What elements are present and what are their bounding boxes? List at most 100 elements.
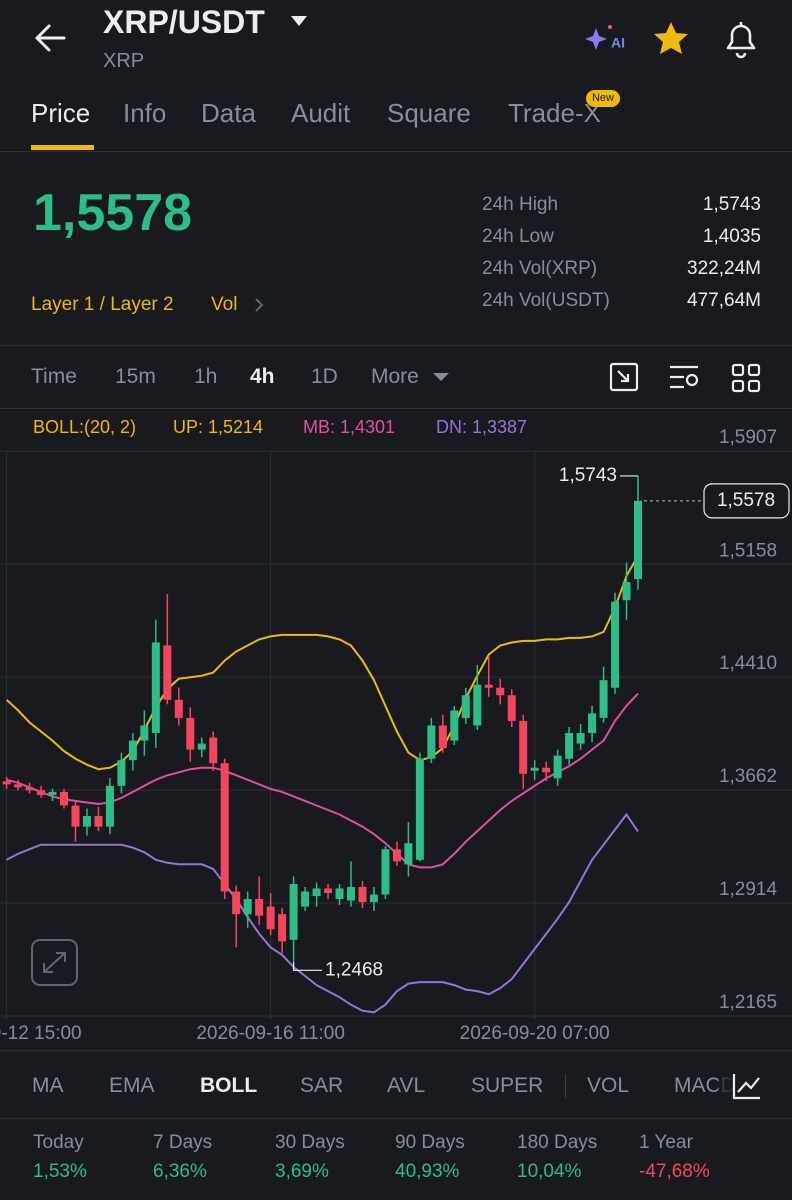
indicator[interactable]: MA: [32, 1074, 64, 1097]
timeframe[interactable]: 1D: [311, 365, 338, 388]
y-tick-label: 1,4410: [719, 653, 777, 674]
timeframe[interactable]: 1h: [194, 365, 218, 388]
indicator[interactable]: SAR: [300, 1074, 344, 1097]
ai-button[interactable]: AI: [585, 25, 625, 51]
svg-text:AI: AI: [611, 35, 625, 51]
candle-body: [105, 785, 114, 827]
legend-entry: MB: 1,4301: [303, 417, 395, 437]
layout-grid[interactable]: [731, 363, 761, 393]
indicator[interactable]: AVL: [387, 1074, 426, 1097]
grid: [0, 450, 792, 1020]
candle-body: [243, 899, 252, 915]
candle-body: [140, 725, 149, 741]
stat-value: 322,24M: [687, 258, 761, 279]
expand-button[interactable]: [31, 939, 78, 986]
timeframe[interactable]: Time: [31, 365, 77, 388]
last-price-box: [703, 483, 790, 519]
x-tick-label: 2026-09-16 11:00: [196, 1023, 345, 1044]
candles: [2, 475, 642, 971]
perf-period: 1 Year: [639, 1132, 693, 1153]
candle-body: [266, 906, 275, 930]
timeframe[interactable]: More: [371, 365, 419, 388]
candle-body: [94, 816, 103, 827]
stat-value: 1,5743: [702, 194, 761, 215]
legend-entry: DN: 1,3387: [436, 417, 527, 437]
perf-value: 10,04%: [517, 1161, 582, 1182]
perf-value: 40,93%: [395, 1161, 460, 1182]
candle-body: [622, 582, 631, 601]
boll-line: [5, 555, 639, 771]
divider: [0, 408, 792, 409]
y-tick-label: 1,2165: [719, 992, 777, 1013]
candle-body: [565, 733, 574, 759]
candle-body: [14, 784, 23, 788]
last-price-label: 1,5578: [717, 490, 775, 511]
x-tick-label: 2026-09-12 15:00: [0, 1023, 82, 1044]
perf-value: 1,53%: [33, 1161, 87, 1182]
notification-bell[interactable]: [726, 22, 756, 59]
candle-body: [324, 888, 333, 894]
candle-body: [588, 713, 597, 734]
more-caret[interactable]: [433, 373, 449, 381]
chart-tool[interactable]: [609, 362, 639, 392]
candle-body: [530, 767, 539, 771]
divider: [0, 151, 792, 152]
pair-title: XRP/USDT: [103, 4, 265, 40]
back-button[interactable]: [35, 24, 66, 52]
candle-body: [542, 767, 551, 773]
perf-period: 7 Days: [153, 1132, 213, 1153]
boll-line: [6, 812, 639, 1014]
tab[interactable]: Data: [201, 98, 256, 128]
tab[interactable]: Price: [31, 98, 91, 128]
candle-body: [289, 883, 298, 940]
sector-tag[interactable]: Vol: [211, 294, 238, 315]
boll-lines: [5, 555, 639, 1014]
timeframe[interactable]: 4h: [250, 365, 275, 388]
candle-body: [255, 899, 264, 916]
y-tick-label: 1,5158: [719, 540, 777, 561]
tab[interactable]: Audit: [291, 98, 351, 128]
y-tick-label: 1,2914: [719, 879, 778, 900]
x-tick-label: 2026-09-20 07:00: [460, 1023, 610, 1044]
candle-body: [519, 720, 528, 774]
indicator[interactable]: BOLL: [200, 1074, 258, 1097]
candle-body: [117, 760, 126, 786]
candle-body: [473, 684, 482, 726]
favorite-star[interactable]: [654, 22, 688, 54]
candle-body: [174, 699, 183, 718]
candle-body: [450, 710, 459, 741]
chart-settings[interactable]: [670, 365, 699, 389]
stat-value: 1,4035: [702, 226, 761, 247]
candle-body: [438, 725, 447, 749]
candle-body: [312, 888, 321, 897]
candle-body: [151, 642, 160, 734]
candle-body: [347, 886, 355, 901]
indicator-settings[interactable]: [718, 1064, 792, 1108]
candle-body: [576, 733, 585, 744]
stat-label: 24h High: [482, 194, 559, 215]
stat-label: 24h Vol(USDT): [482, 290, 610, 311]
timeframe[interactable]: 15m: [115, 365, 156, 388]
candle-body: [369, 894, 378, 903]
tab[interactable]: Info: [123, 98, 167, 128]
sector-tag[interactable]: Layer 1 / Layer 2: [31, 294, 174, 315]
indicator[interactable]: VOL: [587, 1074, 630, 1097]
candle-body: [634, 500, 642, 580]
tab[interactable]: Square: [387, 98, 471, 128]
candle-body: [404, 843, 413, 865]
candle-body: [392, 849, 401, 862]
pair-base: XRP: [103, 50, 145, 72]
indicator[interactable]: SUPER: [471, 1074, 544, 1097]
perf-value: 3,69%: [275, 1161, 329, 1182]
pair-dropdown[interactable]: [291, 16, 307, 26]
candle-body: [415, 758, 424, 860]
tab[interactable]: Trade-X: [508, 98, 601, 128]
candle-body: [335, 888, 344, 900]
stat-value: 477,64M: [687, 290, 761, 311]
candle-body: [232, 891, 241, 915]
candle-body: [2, 781, 11, 785]
indicator[interactable]: EMA: [109, 1074, 155, 1097]
separator: [565, 1074, 566, 1098]
header-icons: AI: [35, 16, 756, 59]
